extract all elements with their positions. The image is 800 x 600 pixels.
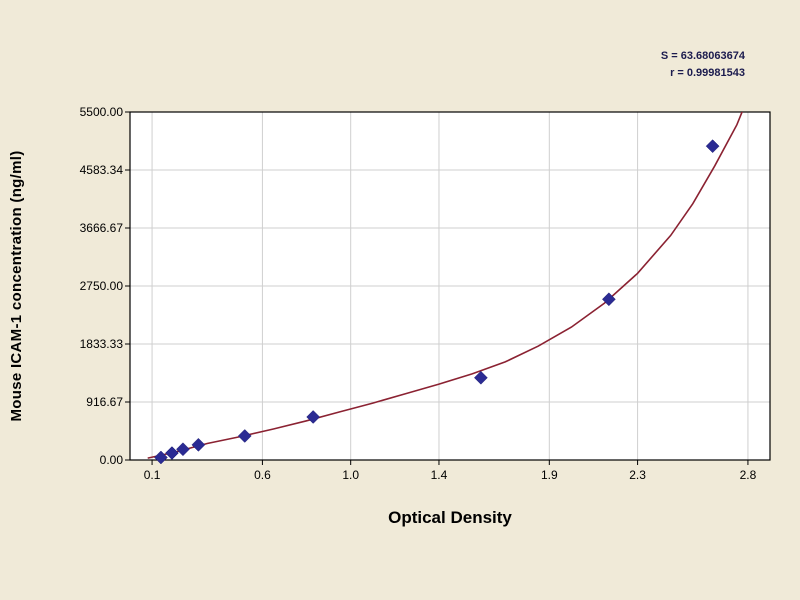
stat-correlation: r = 0.99981543 <box>670 67 745 79</box>
data-point-marker <box>176 442 190 457</box>
data-point-marker <box>474 370 488 385</box>
stat-standard-error: S = 63.68063674 <box>660 50 745 62</box>
x-tick-label: 1.4 <box>431 468 448 482</box>
data-point-marker <box>191 437 206 452</box>
x-tick-label: 0.1 <box>144 468 161 482</box>
y-tick-label: 2750.00 <box>80 279 124 293</box>
x-tick-label: 2.3 <box>629 468 646 482</box>
data-point-marker <box>602 292 616 307</box>
x-tick-label: 1.9 <box>541 468 558 482</box>
y-tick-label: 4583.34 <box>80 163 124 177</box>
y-axis-title: Mouse ICAM-1 concentration (ng/ml) <box>8 150 25 422</box>
y-tick-label: 1833.33 <box>80 337 124 351</box>
data-point-marker <box>165 446 179 460</box>
data-point-marker <box>237 429 252 443</box>
x-tick-label: 0.6 <box>254 468 271 482</box>
y-tick-label: 0.00 <box>100 453 124 467</box>
data-point-marker <box>154 450 168 465</box>
x-axis-title: Optical Density <box>388 508 512 527</box>
data-point-marker <box>705 139 720 154</box>
y-tick-label: 3666.67 <box>80 221 124 235</box>
data-point-marker <box>306 410 321 424</box>
x-tick-label: 1.0 <box>342 468 359 482</box>
y-tick-label: 5500.00 <box>80 105 124 119</box>
fit-curve <box>147 112 743 459</box>
x-tick-label: 2.8 <box>740 468 757 482</box>
fit-statistics: S = 63.68063674 r = 0.99981543 <box>661 48 745 82</box>
y-tick-label: 916.67 <box>86 395 123 409</box>
